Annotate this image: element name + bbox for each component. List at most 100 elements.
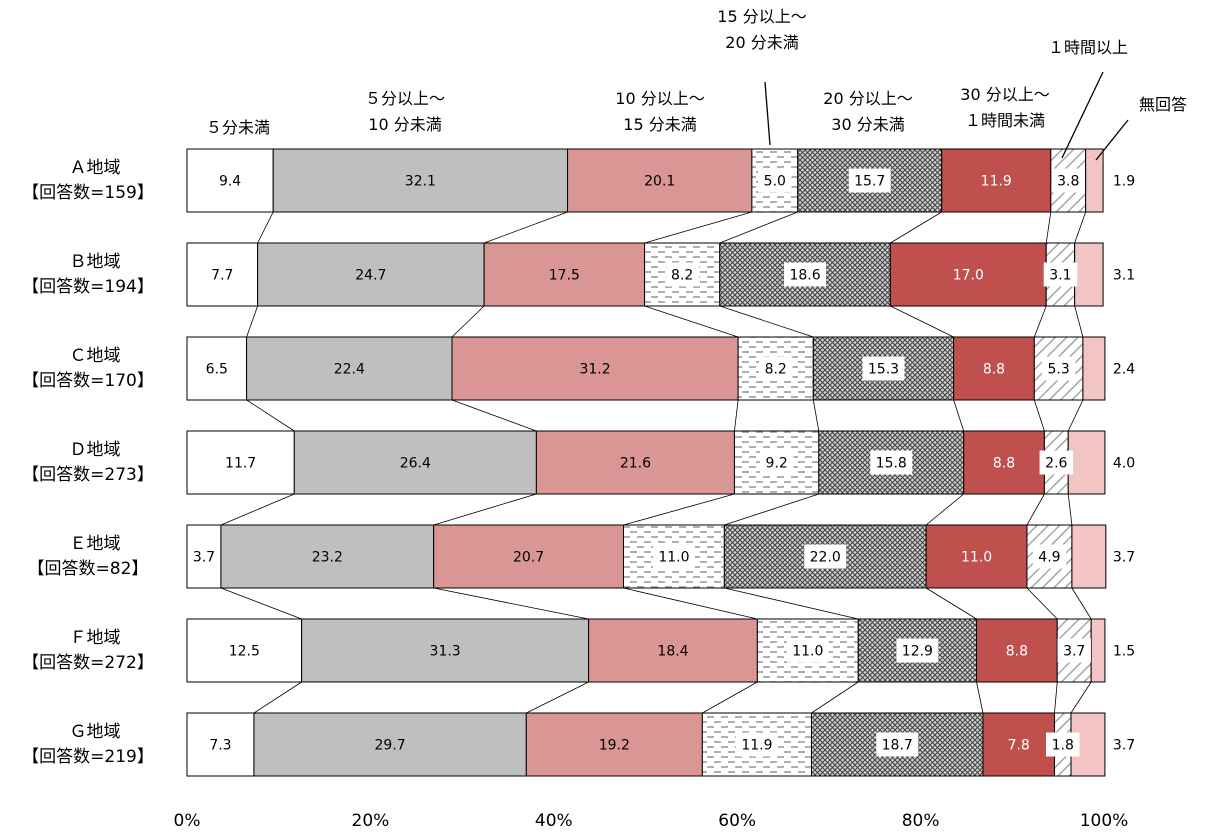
data-label: 22.0 [810, 550, 841, 566]
data-label: 26.4 [400, 456, 431, 472]
data-label: 12.5 [229, 644, 260, 660]
data-label: 8.8 [993, 456, 1015, 472]
connector-line [220, 493, 295, 526]
connector-line [1033, 305, 1047, 338]
bar-segment [812, 336, 955, 401]
data-label-bg [758, 168, 792, 193]
data-label: 22.4 [334, 362, 365, 378]
data-label: 18.4 [657, 644, 688, 660]
data-label: 3.7 [1063, 644, 1085, 660]
bar-segment [186, 712, 255, 777]
legend-label: 20 分以上～ [823, 89, 912, 108]
data-label: 3.1 [1113, 268, 1135, 284]
data-label: 5.3 [1047, 362, 1069, 378]
data-label: 18.7 [882, 738, 913, 754]
connector-line [1026, 587, 1058, 620]
bar-segment [1071, 524, 1107, 589]
connector-line [246, 305, 258, 338]
connector-line [451, 399, 537, 432]
connector-line [1067, 399, 1084, 432]
data-label: 12.9 [902, 644, 933, 660]
data-label: 20.1 [644, 174, 675, 190]
legend-label: １時間以上 [1048, 38, 1128, 57]
connector-line [253, 681, 302, 714]
connector-line [724, 587, 859, 620]
connector-line [976, 681, 984, 714]
data-label: 3.1 [1049, 268, 1071, 284]
category-count-label: 【回答数=272】 [22, 653, 154, 673]
legend-label: 10 分未満 [368, 115, 441, 134]
data-label: 15.3 [868, 362, 899, 378]
legend-label: １時間未満 [965, 111, 1045, 130]
connector-line [719, 305, 814, 338]
connector-line [1054, 681, 1058, 714]
connector-line [719, 211, 798, 244]
legend-label: ５分未満 [206, 118, 270, 137]
bar-segment [186, 242, 259, 307]
bar-segment [220, 524, 435, 589]
connector-line [1033, 399, 1045, 432]
legend-label: 15 分以上～ [717, 7, 806, 26]
data-label: 7.3 [209, 738, 231, 754]
legend-label: ５分以上～ [365, 89, 445, 108]
data-label-bg [896, 638, 939, 663]
bar-segment [301, 618, 590, 683]
data-label-bg [848, 168, 891, 193]
data-label: 5.0 [764, 174, 786, 190]
bar-segment [976, 618, 1058, 683]
category-count-label: 【回答数=82】 [28, 559, 149, 579]
connector-line [1026, 493, 1045, 526]
data-label: 18.6 [789, 268, 820, 284]
data-label: 1.5 [1113, 644, 1135, 660]
data-label: 2.6 [1045, 456, 1067, 472]
bar-segment [186, 430, 295, 495]
bar-segment [246, 336, 453, 401]
data-label: 2.4 [1113, 362, 1135, 378]
legend-label: 無回答 [1139, 95, 1187, 114]
data-label-bg [1045, 732, 1080, 757]
connector-line [1045, 211, 1052, 244]
legend-label: 15 分未満 [623, 115, 696, 134]
x-axis: 0% 20% 40% 60% 80% 100% [174, 811, 1129, 831]
category-label: Ｅ地域 [70, 534, 121, 554]
bar-segment [451, 336, 739, 401]
connector-line [812, 399, 820, 432]
connector-line [890, 305, 954, 338]
bar-segment [293, 430, 537, 495]
connector-line [890, 211, 942, 244]
data-label: 11.0 [961, 550, 992, 566]
connector-line [1074, 305, 1084, 338]
connector-line [220, 587, 302, 620]
bar-segment [253, 712, 527, 777]
connector-line [925, 587, 977, 620]
category-label: Ｄ地域 [70, 440, 121, 460]
connector-line [483, 211, 568, 244]
category-count-label: 【回答数=194】 [22, 277, 154, 297]
data-label: 3.7 [1113, 738, 1135, 754]
bar-segment [1082, 336, 1106, 401]
category-count-label: 【回答数=273】 [22, 465, 154, 485]
legend-label: 30 分以上～ [960, 85, 1049, 104]
legend-leader-line [1061, 71, 1104, 159]
connector-line [433, 587, 589, 620]
data-label: 15.7 [854, 174, 885, 190]
data-label-bg [876, 732, 919, 757]
data-label-bg [735, 732, 778, 757]
connector-line [451, 305, 485, 338]
data-label: 21.6 [620, 456, 651, 472]
data-label: 9.2 [765, 456, 787, 472]
data-label-bg [784, 262, 827, 287]
connector-line [623, 587, 758, 620]
connector-line [1067, 493, 1073, 526]
connector-line [433, 493, 537, 526]
connector-line [1070, 681, 1092, 714]
data-label-bg [786, 638, 829, 663]
category-count-label: 【回答数=170】 [22, 371, 154, 391]
data-label-bg [652, 544, 695, 569]
bar-segment [1090, 618, 1106, 683]
data-label-bg [1032, 544, 1067, 569]
connector-line [644, 305, 739, 338]
data-label-bg [1043, 262, 1078, 287]
data-label: 29.7 [375, 738, 406, 754]
category-count-label: 【回答数=159】 [22, 183, 154, 203]
